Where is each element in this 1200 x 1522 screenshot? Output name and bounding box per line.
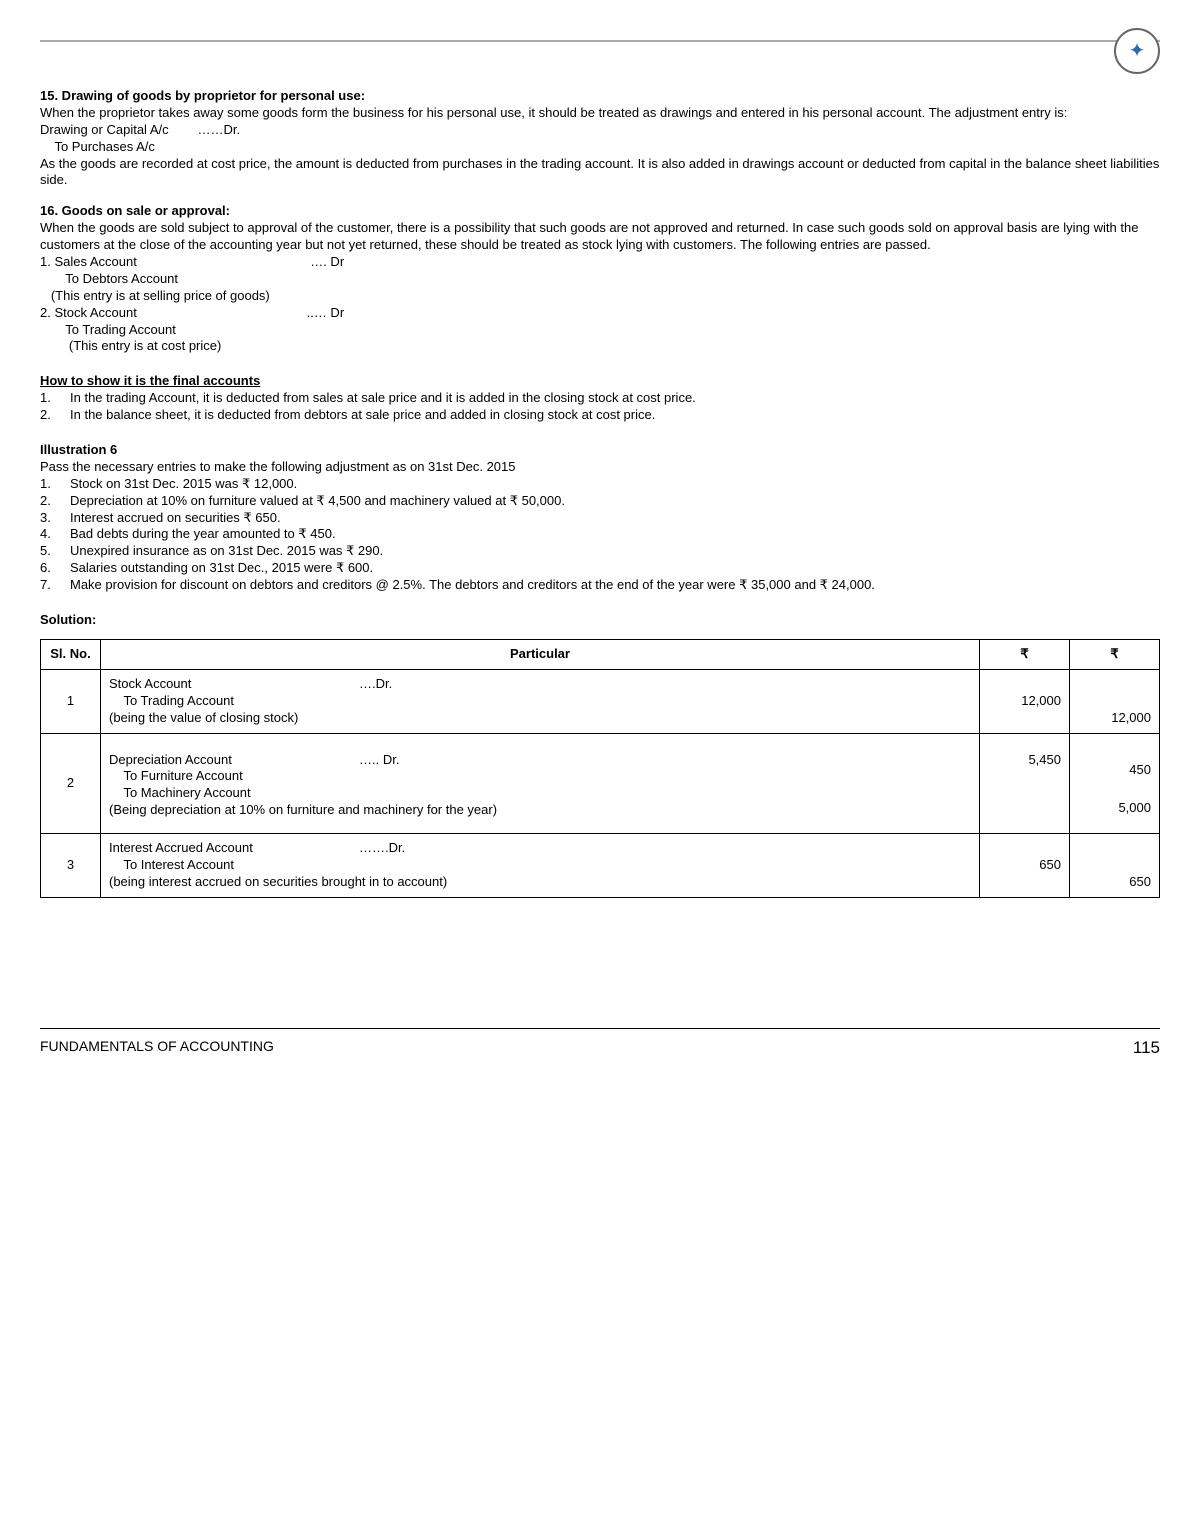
illus-n7: 7. [40, 577, 70, 594]
footer: FUNDAMENTALS OF ACCOUNTING 115 [40, 1037, 1160, 1059]
th-particular: Particular [101, 639, 980, 669]
illus-i7: Make provision for discount on debtors a… [70, 577, 875, 594]
page-number: 115 [1133, 1037, 1160, 1059]
sec15-p1: When the proprietor takes away some good… [40, 105, 1160, 122]
r3-l3: (being interest accrued on securities br… [109, 874, 971, 891]
r2-l1a: Depreciation Account [109, 752, 359, 769]
sec15-title: 15. Drawing of goods by proprietor for p… [40, 88, 1160, 105]
howto-num2: 2. [40, 407, 70, 424]
illus-row1: 1.Stock on 31st Dec. 2015 was ₹ 12,000. [40, 476, 1160, 493]
illus-i1: Stock on 31st Dec. 2015 was ₹ 12,000. [70, 476, 297, 493]
sec15-entry2: To Purchases A/c [40, 139, 1160, 156]
illus-title: Illustration 6 [40, 442, 1160, 459]
sec16-l5: To Trading Account [40, 322, 1160, 339]
howto-title: How to show it is the final accounts [40, 373, 1160, 390]
th-rupee1: ₹ [980, 639, 1070, 669]
illus-i3: Interest accrued on securities ₹ 650. [70, 510, 281, 527]
cell-no: 1 [41, 669, 101, 733]
r2-l1b: ….. Dr. [359, 752, 399, 769]
cell-particular: Stock Account….Dr. To Trading Account (b… [101, 669, 980, 733]
table-header-row: Sl. No. Particular ₹ ₹ [41, 639, 1160, 669]
cell-particular: Depreciation Account….. Dr. To Furniture… [101, 733, 980, 834]
cell-cr: 650 [1070, 834, 1160, 898]
logo-star-icon: ✦ [1129, 38, 1146, 64]
sec16-l4: 2. Stock Account ..… Dr [40, 305, 1160, 322]
cell-cr: 12,000 [1070, 669, 1160, 733]
solution-table: Sl. No. Particular ₹ ₹ 1 Stock Account….… [40, 639, 1160, 898]
bottom-rule [40, 1028, 1160, 1029]
cell-dr: 12,000 [980, 669, 1070, 733]
sec16-l1: 1. Sales Account …. Dr [40, 254, 1160, 271]
illus-n6: 6. [40, 560, 70, 577]
sec16-title: 16. Goods on sale or approval: [40, 203, 1160, 220]
illus-i4: Bad debts during the year amounted to ₹ … [70, 526, 336, 543]
howto-num1: 1. [40, 390, 70, 407]
table-row: 1 Stock Account….Dr. To Trading Account … [41, 669, 1160, 733]
cell-cr-stack: 450 5,000 [1070, 733, 1160, 834]
table-row: 3 Interest Accrued Account…….Dr. To Inte… [41, 834, 1160, 898]
r1-l1a: Stock Account [109, 676, 359, 693]
cell-no: 2 [41, 733, 101, 834]
sec16-p1: When the goods are sold subject to appro… [40, 220, 1160, 254]
r2-cr2: 5,000 [1078, 800, 1151, 817]
cell-dr: 5,450 [980, 733, 1070, 834]
r2-cr1: 450 [1078, 762, 1151, 779]
illus-i5: Unexpired insurance as on 31st Dec. 2015… [70, 543, 383, 560]
illus-i6: Salaries outstanding on 31st Dec., 2015 … [70, 560, 373, 577]
illus-n1: 1. [40, 476, 70, 493]
illus-row7: 7.Make provision for discount on debtors… [40, 577, 1160, 594]
logo-wrap: ✦ [40, 28, 1160, 74]
r3-l2: To Interest Account [109, 857, 971, 874]
r3-l1a: Interest Accrued Account [109, 840, 359, 857]
illus-n5: 5. [40, 543, 70, 560]
howto-item2: In the balance sheet, it is deducted fro… [70, 407, 655, 424]
r3-l1b: …….Dr. [359, 840, 405, 857]
illus-row6: 6.Salaries outstanding on 31st Dec., 201… [40, 560, 1160, 577]
howto-item2-row: 2. In the balance sheet, it is deducted … [40, 407, 1160, 424]
r2-l3: To Machinery Account [109, 785, 971, 802]
cell-dr: 650 [980, 834, 1070, 898]
sec16-l6: (This entry is at cost price) [40, 338, 1160, 355]
illus-row3: 3.Interest accrued on securities ₹ 650. [40, 510, 1160, 527]
cell-no: 3 [41, 834, 101, 898]
howto-item1: In the trading Account, it is deducted f… [70, 390, 696, 407]
sec15-p2: As the goods are recorded at cost price,… [40, 156, 1160, 190]
illus-n2: 2. [40, 493, 70, 510]
footer-left: FUNDAMENTALS OF ACCOUNTING [40, 1037, 274, 1059]
illus-row5: 5.Unexpired insurance as on 31st Dec. 20… [40, 543, 1160, 560]
r2-l2: To Furniture Account [109, 768, 971, 785]
th-rupee2: ₹ [1070, 639, 1160, 669]
howto-item1-row: 1. In the trading Account, it is deducte… [40, 390, 1160, 407]
illus-row2: 2.Depreciation at 10% on furniture value… [40, 493, 1160, 510]
illus-n4: 4. [40, 526, 70, 543]
r1-l3: (being the value of closing stock) [109, 710, 971, 727]
sec16-l3: (This entry is at selling price of goods… [40, 288, 1160, 305]
r1-l2: To Trading Account [109, 693, 971, 710]
solution-title: Solution: [40, 612, 1160, 629]
illus-row4: 4.Bad debts during the year amounted to … [40, 526, 1160, 543]
illus-n3: 3. [40, 510, 70, 527]
th-slno: Sl. No. [41, 639, 101, 669]
institute-logo-icon: ✦ [1114, 28, 1160, 74]
sec16-l2: To Debtors Account [40, 271, 1160, 288]
illus-i2: Depreciation at 10% on furniture valued … [70, 493, 565, 510]
table-row: 2 Depreciation Account….. Dr. To Furnitu… [41, 733, 1160, 834]
r1-l1b: ….Dr. [359, 676, 392, 693]
r2-l4: (Being depreciation at 10% on furniture … [109, 802, 971, 819]
sec15-entry1: Drawing or Capital A/c ……Dr. [40, 122, 1160, 139]
cell-particular: Interest Accrued Account…….Dr. To Intere… [101, 834, 980, 898]
illus-intro: Pass the necessary entries to make the f… [40, 459, 1160, 476]
